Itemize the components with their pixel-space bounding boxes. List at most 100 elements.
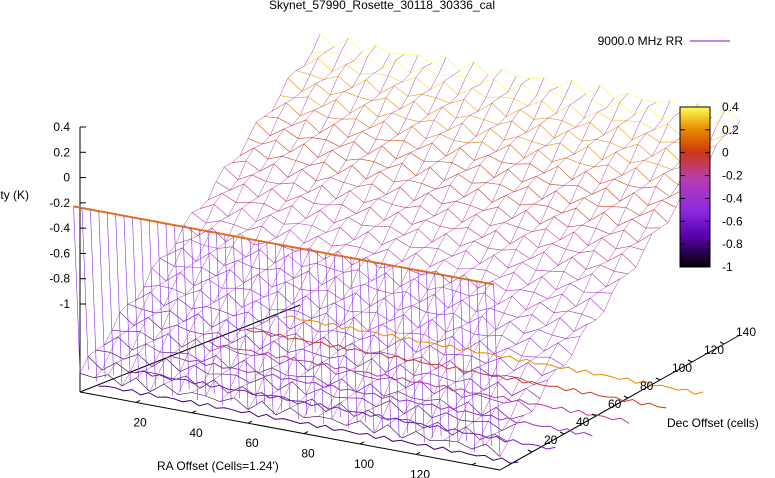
drop-line — [182, 226, 190, 389]
drop-line — [157, 221, 165, 385]
drop-line — [207, 231, 215, 394]
contour-line — [135, 370, 556, 450]
z-tick-label: -0.6 — [49, 246, 70, 260]
mesh-col-line — [93, 46, 335, 378]
y-tick-label: 60 — [608, 397, 622, 411]
colorbar-gradient — [679, 106, 711, 268]
legend: 9000.0 MHz RR — [598, 34, 730, 48]
z-tick-label: 0.4 — [53, 120, 70, 134]
mesh-col-line — [457, 103, 699, 443]
mesh-col-line — [191, 63, 433, 393]
mesh-col-line — [289, 78, 531, 409]
drop-line — [165, 223, 173, 396]
y-tick-label: 20 — [544, 433, 558, 447]
mesh-row-line — [311, 51, 733, 133]
drop-line — [442, 274, 450, 448]
mesh-row-line — [231, 160, 653, 243]
x-axis-label: RA Offset (Cells=1.24') — [157, 459, 279, 473]
drop-line — [249, 239, 257, 406]
drop-line — [199, 229, 207, 397]
drop-line — [81, 207, 89, 370]
x-tick-mark — [135, 399, 141, 403]
z-tick-label: 0.2 — [53, 145, 70, 159]
chart-title: Skynet_57990_Rosette_30118_30336_cal — [269, 0, 495, 12]
x-tick-mark — [359, 441, 365, 445]
z-tick-label: 0 — [63, 171, 70, 185]
z-tick-label: -0.2 — [49, 196, 70, 210]
drop-line — [459, 278, 467, 442]
y-tick-mark — [623, 395, 629, 399]
mesh-col-line — [359, 85, 601, 421]
mesh-col-line — [205, 57, 447, 397]
drop-line — [384, 264, 392, 427]
z-axis-ticks: 0.4 0.2 0 -0.2 -0.4 -0.6 -0.8 -1 — [49, 120, 86, 311]
mesh-row-line — [87, 356, 509, 443]
mesh-row-line — [127, 303, 549, 385]
mesh-row-line — [303, 57, 725, 142]
y-tick-mark — [591, 413, 597, 417]
y-tick-mark — [719, 341, 725, 345]
drop-line — [148, 220, 156, 388]
drop-line — [358, 259, 366, 423]
drop-line — [98, 211, 106, 378]
drop-line — [241, 237, 249, 410]
colorbar-tick-label: 0.2 — [722, 123, 739, 137]
colorbar-ticks: 0.4 0.2 0 -0.2 -0.4 -0.6 -0.8 -1 — [680, 100, 743, 274]
colorbar: 0.4 0.2 0 -0.2 -0.4 -0.6 -0.8 -1 — [679, 100, 743, 274]
mesh-col-line — [331, 80, 573, 420]
mesh-col-line — [345, 93, 587, 426]
surface-mesh — [79, 33, 741, 457]
axis-frame — [79, 127, 741, 471]
y-tick-mark — [687, 359, 693, 363]
drop-line — [106, 212, 114, 375]
mesh-col-line — [429, 100, 671, 441]
mesh-row-line — [295, 70, 717, 152]
drop-line — [283, 245, 291, 408]
drop-line — [266, 242, 274, 415]
legend-label: 9000.0 MHz RR — [598, 34, 684, 48]
mesh-col-line — [275, 76, 517, 416]
colorbar-tick-label: 0 — [722, 146, 729, 160]
drop-line — [400, 267, 408, 433]
mesh-row-line — [271, 102, 693, 186]
drop-line — [274, 243, 282, 410]
drop-line — [417, 270, 425, 443]
mesh-col-line — [387, 93, 629, 426]
y-tick-label: 140 — [736, 325, 756, 339]
drop-line — [484, 282, 492, 446]
x-tick-label: 60 — [245, 436, 259, 450]
colorbar-tick-label: -0.2 — [722, 169, 743, 183]
contour-line — [98, 385, 519, 464]
colorbar-tick-label: -1 — [722, 260, 733, 274]
mesh-col-line — [121, 51, 363, 387]
drop-line — [123, 215, 131, 383]
colorbar-tick-label: -0.6 — [722, 214, 743, 228]
drop-line — [367, 260, 375, 434]
drop-line — [375, 262, 383, 429]
drop-line — [493, 284, 501, 457]
x-tick-mark — [191, 410, 197, 414]
drop-line — [325, 253, 333, 420]
y-tick-mark — [655, 377, 661, 381]
drop-line — [392, 265, 400, 438]
mesh-col-line — [233, 61, 475, 398]
z-tick-label: -1 — [59, 297, 70, 311]
y-tick-label: 100 — [672, 361, 692, 375]
drop-line — [409, 268, 417, 432]
x-tick-mark — [303, 431, 309, 435]
y-tick-mark — [527, 449, 533, 453]
z-tick-label: -0.4 — [49, 221, 70, 235]
x-tick-label: 80 — [301, 447, 315, 461]
drop-line — [174, 225, 182, 392]
drop-line — [451, 276, 459, 443]
drop-line — [468, 279, 476, 453]
mesh-col-line — [317, 86, 559, 417]
x-tick-label: 40 — [189, 426, 203, 440]
mesh-row-line — [215, 181, 637, 268]
mesh-row-line — [255, 122, 677, 208]
surface-drop-lines — [73, 205, 501, 457]
drop-line — [300, 248, 308, 415]
drop-line — [291, 246, 299, 420]
mesh-row-line — [263, 116, 685, 198]
x-tick-label: 20 — [133, 415, 147, 429]
